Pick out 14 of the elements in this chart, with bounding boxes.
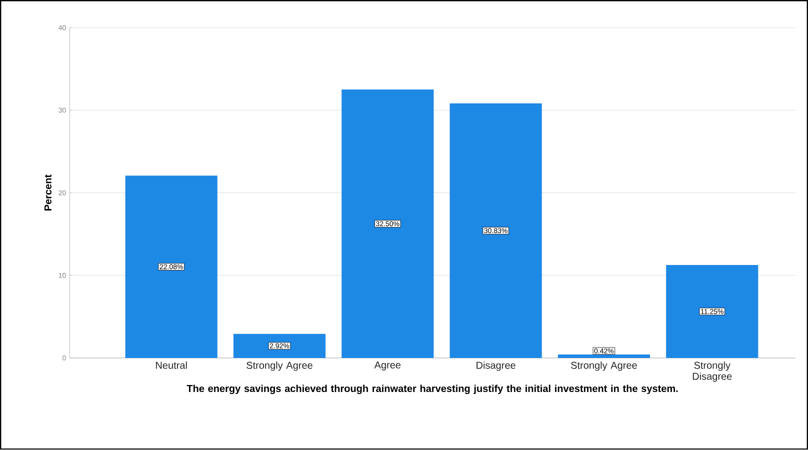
x-tick-label: Strongly Disagree	[692, 362, 732, 382]
x-tick-label: Strongly Agree	[246, 362, 312, 371]
x-tick-label: Disagree	[476, 362, 516, 371]
x-tick-label: Agree	[374, 362, 401, 371]
bar	[233, 334, 326, 358]
x-axis-title: The energy savings achieved through rainwater harvesting justify the initial investment in the system.	[186, 384, 678, 394]
bar	[558, 354, 650, 358]
x-tick-label: Neutral	[156, 362, 187, 370]
y-axis-title: Percent	[44, 174, 52, 211]
bar	[666, 265, 758, 358]
x-tick-label: Strongly Agree	[571, 362, 637, 371]
bar	[450, 104, 542, 358]
bar	[342, 90, 434, 358]
bar	[125, 176, 218, 358]
